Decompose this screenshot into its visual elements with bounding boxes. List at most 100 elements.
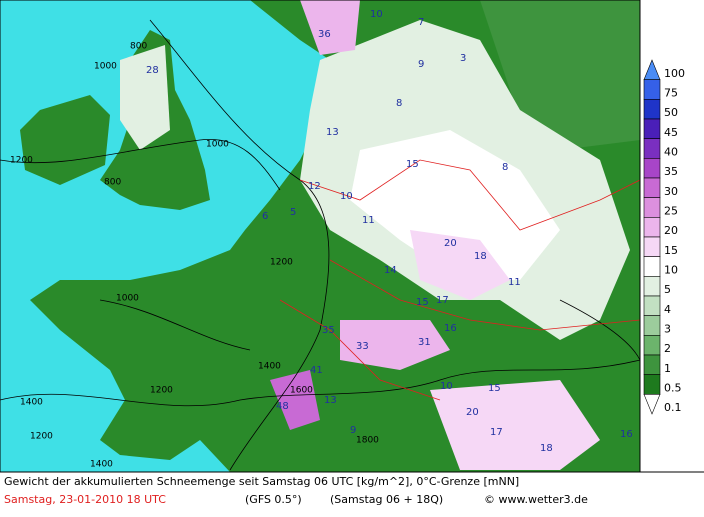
snow-amount-label: 15 [406, 159, 419, 170]
map-labels: 36 10 7 3 28 9 8 13 12 10 11 6 5 15 8 20 18 14 11 15 17 33 31 3… [10, 9, 633, 470]
snow-amount-label: 35 [322, 325, 335, 336]
legend-swatch [643, 295, 661, 316]
legend-swatch [643, 335, 661, 356]
freezing-level-label: 1800 [356, 436, 379, 446]
snow-amount-label: 15 [488, 383, 501, 394]
contour-line [0, 359, 641, 407]
caption-model: (GFS 0.5°) [245, 493, 302, 506]
snow-amount-label: 16 [620, 429, 633, 440]
snow-amount-label: 7 [418, 17, 424, 28]
legend-label: 2 [664, 342, 671, 355]
snow-amount-label: 17 [490, 427, 503, 438]
snow-area [340, 320, 450, 370]
freezing-level-label: 1400 [258, 362, 281, 372]
legend-swatch [643, 354, 661, 375]
legend-swatch [643, 217, 661, 238]
caption-run: (Samstag 06 + 18Q) [330, 493, 443, 506]
legend-swatch [643, 138, 661, 159]
snow-amount-label: 20 [466, 407, 479, 418]
legend-label: 40 [664, 146, 678, 159]
freezing-level-label: 1000 [206, 140, 229, 150]
contour-line [149, 19, 330, 471]
legend-swatch [643, 79, 661, 100]
legend-label: 0.5 [664, 382, 682, 395]
legend-label: 100 [664, 67, 685, 80]
snow-amount-label: 14 [384, 265, 397, 276]
snow-amount-label: 9 [350, 425, 356, 436]
legend-label: 10 [664, 264, 678, 277]
snow-amount-label: 28 [146, 65, 159, 76]
snow-amount-label: 8 [396, 98, 402, 109]
freezing-level-label: 1000 [116, 294, 139, 304]
legend-swatch [643, 158, 661, 179]
snow-amount-label: 17 [436, 295, 449, 306]
legend-swatch [643, 118, 661, 139]
snow-amount-label: 13 [324, 395, 337, 406]
legend-swatch [643, 315, 661, 336]
snow-area [410, 230, 510, 300]
freezing-level-label: 800 [104, 178, 121, 188]
snow-amount-label: 6 [262, 211, 268, 222]
legend-label: 15 [664, 244, 678, 257]
snow-amount-label: 3 [460, 53, 466, 64]
snow-amount-label: 11 [508, 277, 521, 288]
freezing-level-label: 1000 [94, 62, 117, 72]
contour-line [559, 299, 641, 361]
snow-amount-label: 18 [540, 443, 553, 454]
legend-swatch [643, 374, 661, 395]
freezing-level-label: 1400 [20, 398, 43, 408]
snow-amount-label: 10 [440, 381, 453, 392]
snow-amount-label: 20 [444, 238, 457, 249]
legend-swatch [643, 276, 661, 297]
snow-amount-label: 11 [362, 215, 375, 226]
legend-label: 0.1 [664, 401, 682, 414]
snow-area [270, 370, 320, 430]
legend-label: 3 [664, 323, 671, 336]
snow-amount-label: 9 [418, 59, 424, 70]
caption-date: Samstag, 23-01-2010 18 UTC [4, 493, 166, 506]
legend-label: 4 [664, 303, 671, 316]
freezing-level-label: 800 [130, 42, 147, 52]
contour-line [0, 138, 281, 191]
legend-swatch [643, 177, 661, 198]
snow-amount-label: 31 [418, 337, 431, 348]
freezing-level-label: 1200 [30, 432, 53, 442]
snow-amount-label: 48 [276, 401, 289, 412]
legend-label: 45 [664, 126, 678, 139]
snow-amount-label: 10 [370, 9, 383, 20]
caption-source: © www.wetter3.de [484, 493, 588, 506]
snow-amount-label: 36 [318, 29, 331, 40]
legend-swatch [643, 59, 661, 80]
snow-area [120, 45, 170, 150]
legend-swatch [643, 99, 661, 120]
legend-swatch [643, 236, 661, 257]
caption-title: Gewicht der akkumulierten Schneemenge se… [4, 475, 519, 488]
border [279, 159, 641, 401]
snow-amount-label: 12 [308, 181, 321, 192]
legend-swatch [643, 256, 661, 277]
snow-amount-label: 41 [310, 365, 323, 376]
legend-label: 1 [664, 362, 671, 375]
snow-area [430, 380, 600, 470]
legend-label: 20 [664, 224, 678, 237]
freezing-level-label: 1400 [90, 460, 113, 470]
snow-area [300, 0, 360, 55]
snow-amount-label: 18 [474, 251, 487, 262]
legend-swatch [643, 394, 661, 415]
snow-amount-label: 5 [290, 207, 296, 218]
snow-amount-label: 13 [326, 127, 339, 138]
legend-label: 50 [664, 106, 678, 119]
legend-label: 35 [664, 165, 678, 178]
contour-line [99, 299, 251, 351]
legend: 100 75 50 45 40 35 30 25 20 15 10 5 4 3 2 1 0.5 0.1 [643, 59, 685, 415]
freezing-level-label: 1200 [270, 258, 293, 268]
snow-amount-label: 10 [340, 191, 353, 202]
legend-label: 25 [664, 205, 678, 218]
legend-label: 5 [664, 283, 671, 296]
snow-area [350, 130, 560, 280]
freezing-level-label: 1200 [150, 386, 173, 396]
legend-swatch [643, 197, 661, 218]
freezing-level-label: 1200 [10, 156, 33, 166]
snow-amount-label: 15 [416, 297, 429, 308]
